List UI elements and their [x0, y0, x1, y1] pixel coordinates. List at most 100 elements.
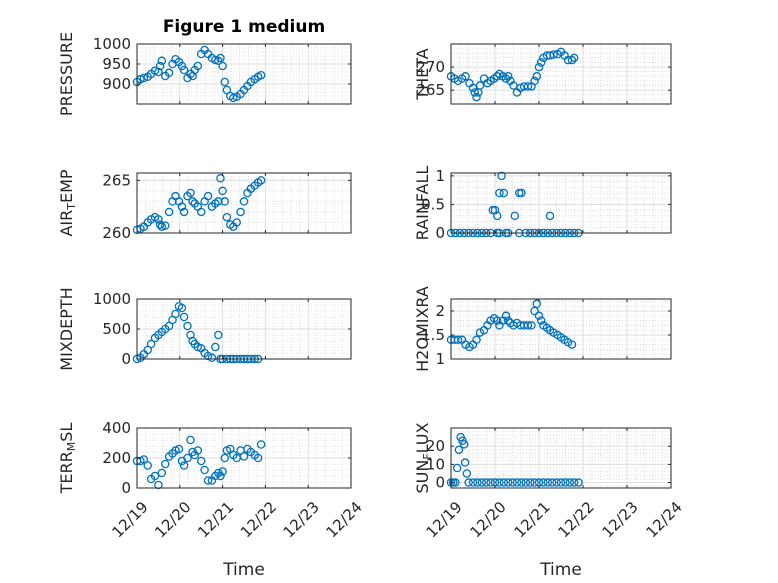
- data-point: [179, 312, 189, 322]
- data-point: [183, 321, 192, 331]
- y-axis-label: H2OMIXRA: [413, 286, 432, 372]
- plot-area: [137, 173, 351, 233]
- y-axis-label: RAINFALL: [413, 166, 432, 241]
- x-tick-label: 12/24: [322, 498, 365, 541]
- data-point: [475, 81, 485, 90]
- data-point: [569, 478, 579, 487]
- data-point: [183, 453, 192, 463]
- data-point: [470, 88, 480, 97]
- data-point: [503, 478, 513, 487]
- data-point: [521, 478, 531, 487]
- x-tick-label: 12/20: [466, 498, 509, 541]
- x-tick-label: 12/20: [151, 498, 194, 541]
- data-point: [525, 478, 535, 487]
- y-tick-label: 265: [102, 171, 131, 189]
- y-tick-label: 0: [121, 350, 131, 368]
- data-point: [203, 351, 213, 361]
- data-point: [179, 461, 189, 470]
- y-axis-label: THETA: [413, 48, 432, 100]
- y-tick-label: 0: [435, 224, 445, 242]
- data-point: [523, 321, 533, 330]
- data-point: [530, 76, 539, 86]
- data-point: [203, 476, 213, 485]
- data-point: [157, 468, 167, 478]
- y-tick-label: 1: [435, 167, 445, 185]
- y-tick-label: 2: [435, 302, 445, 320]
- data-point: [174, 444, 184, 454]
- data-point: [154, 67, 163, 77]
- data-point: [534, 311, 544, 321]
- data-point: [186, 188, 195, 198]
- data-point: [510, 211, 520, 221]
- data-point: [139, 455, 149, 464]
- data-point: [512, 478, 522, 487]
- data-point: [508, 478, 517, 487]
- data-point: [547, 478, 557, 487]
- data-point: [193, 61, 203, 71]
- data-point: [253, 453, 263, 463]
- data-point: [155, 61, 165, 71]
- x-tick-label: 12/22: [237, 498, 280, 541]
- data-point: [220, 453, 229, 463]
- data-series: [132, 45, 266, 103]
- data-point: [567, 55, 577, 65]
- data-point: [490, 205, 500, 215]
- x-axis-label: Time: [222, 560, 265, 580]
- data-point: [200, 465, 209, 475]
- data-point: [143, 461, 152, 470]
- data-point: [150, 471, 160, 481]
- data-point: [203, 191, 213, 201]
- data-point: [211, 342, 220, 352]
- data-point: [146, 339, 156, 349]
- data-point: [139, 73, 149, 83]
- data-point: [155, 220, 165, 229]
- data-point: [218, 186, 227, 196]
- y-axis-label: AIRTEMP: [57, 169, 78, 236]
- x-tick-label: 12/21: [510, 498, 553, 541]
- data-point: [218, 61, 227, 71]
- data-point: [556, 478, 566, 487]
- data-point: [486, 478, 495, 487]
- data-point: [188, 197, 197, 206]
- data-point: [160, 459, 170, 469]
- y-tick-label: 20: [426, 437, 445, 455]
- data-point: [527, 321, 536, 330]
- data-point: [545, 211, 555, 221]
- data-point: [179, 65, 189, 75]
- x-tick-label: 12/22: [554, 498, 597, 541]
- data-point: [534, 62, 544, 72]
- axes-frame: [136, 43, 352, 105]
- data-point: [218, 467, 227, 476]
- data-point: [468, 478, 478, 487]
- data-point: [214, 197, 223, 206]
- data-point: [454, 445, 464, 455]
- data-point: [530, 478, 539, 487]
- x-axis-label: Time: [539, 560, 582, 580]
- data-point: [160, 221, 170, 230]
- grid: [136, 173, 352, 234]
- data-point: [567, 340, 577, 349]
- data-point: [492, 316, 502, 325]
- data-point: [523, 82, 533, 91]
- data-point: [164, 207, 174, 217]
- data-point: [473, 478, 482, 487]
- y-tick-label: 10: [426, 455, 445, 473]
- plot-area: [451, 428, 671, 488]
- data-point: [256, 176, 266, 185]
- data-point: [532, 72, 542, 81]
- data-point: [532, 299, 542, 309]
- data-point: [492, 72, 502, 81]
- data-point: [472, 92, 481, 102]
- y-tick-label: 0: [121, 479, 131, 497]
- data-series: [446, 47, 579, 102]
- data-point: [171, 309, 180, 319]
- x-tick-label: 12/23: [598, 498, 641, 541]
- y-axis-label: SUNFLUX: [413, 422, 434, 493]
- data-point: [157, 222, 167, 231]
- data-point: [154, 215, 163, 224]
- y-tick-label: 0: [435, 474, 445, 492]
- data-point: [452, 463, 462, 473]
